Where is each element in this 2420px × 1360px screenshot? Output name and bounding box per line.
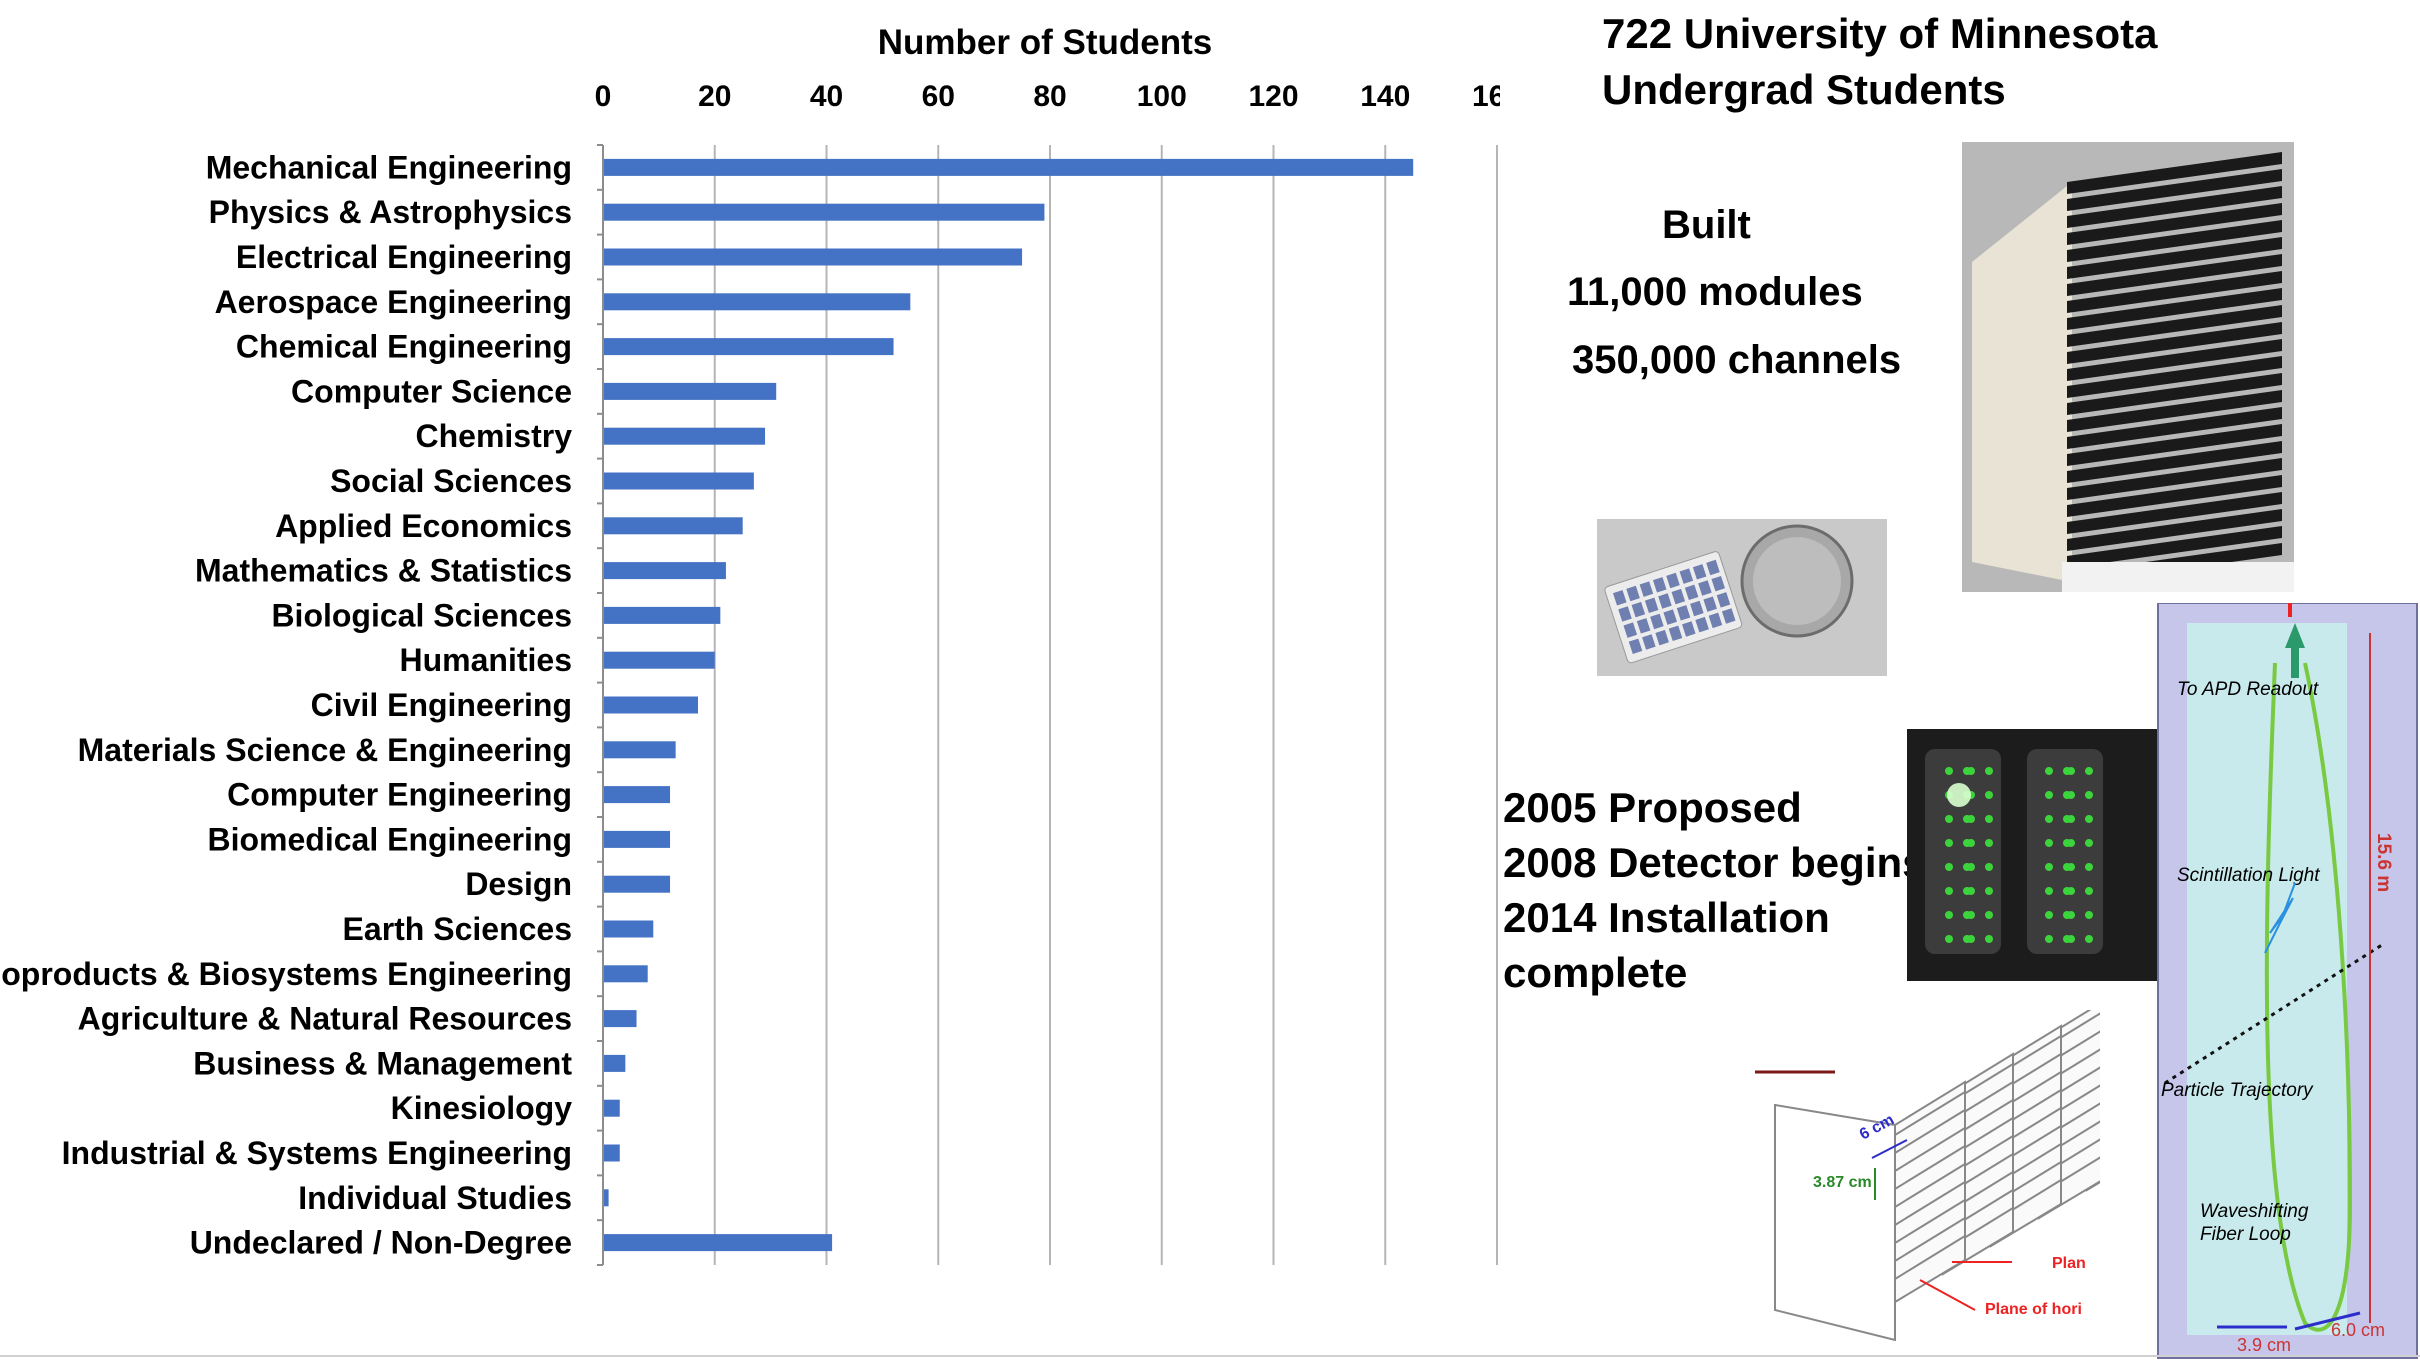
- plane-horizontal-label: Plane of hori: [1985, 1301, 2082, 1318]
- bar: [604, 651, 715, 669]
- category-label: Humanities: [400, 642, 572, 678]
- bar: [604, 1234, 833, 1252]
- modules-count: 11,000 modules: [1567, 270, 1863, 314]
- loop-label-line2: Fiber Loop: [2200, 1224, 2291, 1245]
- x-tick-label: 60: [922, 80, 955, 113]
- timeline-line-2: 2008 Detector begins: [1503, 839, 1926, 886]
- cell-width-3-9-label: 3.9 cm: [2237, 1335, 2291, 1355]
- bar: [604, 562, 726, 580]
- timeline: 2005 Proposed 2008 Detector begins 2014 …: [1503, 780, 1926, 1000]
- bar: [604, 427, 766, 445]
- bar: [604, 1010, 637, 1028]
- bar: [604, 830, 671, 848]
- loop-label-line1: Waveshifting: [2200, 1201, 2309, 1222]
- built-label: Built: [1662, 203, 1751, 247]
- x-tick-labels: 0 20 40 60 80 100 120 140 160: [595, 80, 1500, 113]
- x-tick-label: 80: [1033, 80, 1066, 113]
- category-label: Individual Studies: [298, 1180, 572, 1216]
- fiber-loop-diagram: To APD Readout Scintillation Light Parti…: [2155, 603, 2420, 1360]
- trajectory-label: Particle Trajectory: [2161, 1080, 2314, 1101]
- category-label: Agriculture & Natural Resources: [78, 1001, 572, 1037]
- bar: [604, 248, 1023, 266]
- x-axis-title: Number of Students: [878, 23, 1212, 62]
- headline-line-2: Undergrad Students: [1602, 66, 2006, 113]
- fiber-connector-photo: [1907, 729, 2157, 981]
- bar: [604, 517, 743, 535]
- category-label: Physics & Astrophysics: [209, 194, 572, 230]
- scintillation-label: Scintillation Light: [2177, 865, 2320, 886]
- cell-depth-6-0-label: 6.0 cm: [2331, 1320, 2385, 1340]
- x-tick-label: 140: [1360, 80, 1410, 113]
- bar: [604, 606, 721, 624]
- category-label: Applied Economics: [275, 508, 572, 544]
- y-axis: [597, 144, 604, 1266]
- gridlines: [713, 145, 1498, 1265]
- timeline-line-4: complete: [1503, 949, 1688, 996]
- x-tick-label: 100: [1137, 80, 1187, 113]
- category-label: Biological Sciences: [271, 597, 572, 633]
- bar: [604, 338, 894, 356]
- category-label: Biomedical Engineering: [207, 821, 572, 857]
- headline: 722 University of Minnesota Undergrad St…: [1602, 6, 2158, 118]
- detector-modules-photo: [1962, 142, 2294, 592]
- x-tick-label: 20: [698, 80, 731, 113]
- detector-cell-drawing: 6 cm 3.87 cm Plan Plane of hori: [1755, 1010, 2100, 1345]
- cell-depth-label: 3.87 cm: [1813, 1174, 1872, 1191]
- bar: [604, 875, 671, 893]
- category-label: Materials Science & Engineering: [78, 732, 572, 768]
- category-label: Computer Engineering: [227, 777, 572, 813]
- category-label: Chemistry: [416, 418, 573, 454]
- category-label: Civil Engineering: [311, 687, 572, 723]
- category-label: Computer Science: [291, 373, 572, 409]
- channels-count: 350,000 channels: [1572, 338, 1902, 382]
- bar-chart: Number of Students 0 20 40 60 80 100 120 140 160…: [0, 23, 1500, 1266]
- bar: [604, 920, 654, 938]
- bar: [604, 293, 911, 311]
- bar: [604, 158, 1414, 176]
- category-labels: Mechanical Engineering Physics & Astrophy…: [0, 149, 572, 1260]
- bar: [604, 1054, 626, 1072]
- headline-line-1: 722 University of Minnesota: [1602, 10, 2158, 57]
- bar: [604, 1099, 620, 1117]
- length-label: 15.6 m: [2373, 833, 2394, 892]
- bar: [604, 786, 671, 804]
- apd-chip-photo: [1597, 519, 1887, 676]
- bottom-rule: [0, 1355, 2420, 1357]
- x-tick-label: 40: [810, 80, 843, 113]
- category-label: Bioproducts & Biosystems Engineering: [0, 956, 572, 992]
- category-label: Aerospace Engineering: [215, 284, 572, 320]
- bar: [604, 1189, 609, 1207]
- bar: [604, 741, 676, 759]
- category-label: Mathematics & Statistics: [195, 553, 572, 589]
- category-label: Chemical Engineering: [236, 329, 572, 365]
- category-label: Electrical Engineering: [236, 239, 572, 275]
- x-tick-label: 160: [1472, 80, 1500, 113]
- category-label: Undeclared / Non-Degree: [190, 1225, 572, 1261]
- bar: [604, 472, 754, 490]
- plane-label: Plan: [2052, 1255, 2086, 1272]
- category-label: Mechanical Engineering: [206, 149, 572, 185]
- category-label: Design: [465, 866, 572, 902]
- bar: [604, 1144, 620, 1162]
- x-tick-label: 120: [1248, 80, 1298, 113]
- bar: [604, 203, 1045, 221]
- bar: [604, 382, 777, 400]
- timeline-line-1: 2005 Proposed: [1503, 784, 1802, 831]
- timeline-line-3: 2014 Installation: [1503, 894, 1830, 941]
- bar: [604, 965, 648, 983]
- category-label: Kinesiology: [391, 1090, 573, 1126]
- bar: [604, 696, 698, 714]
- bars: [604, 158, 1414, 1252]
- x-tick-label: 0: [595, 80, 612, 113]
- readout-label: To APD Readout: [2177, 679, 2319, 700]
- category-label: Business & Management: [193, 1045, 572, 1081]
- category-label: Industrial & Systems Engineering: [62, 1135, 572, 1171]
- category-label: Earth Sciences: [343, 911, 572, 947]
- category-label: Social Sciences: [330, 463, 572, 499]
